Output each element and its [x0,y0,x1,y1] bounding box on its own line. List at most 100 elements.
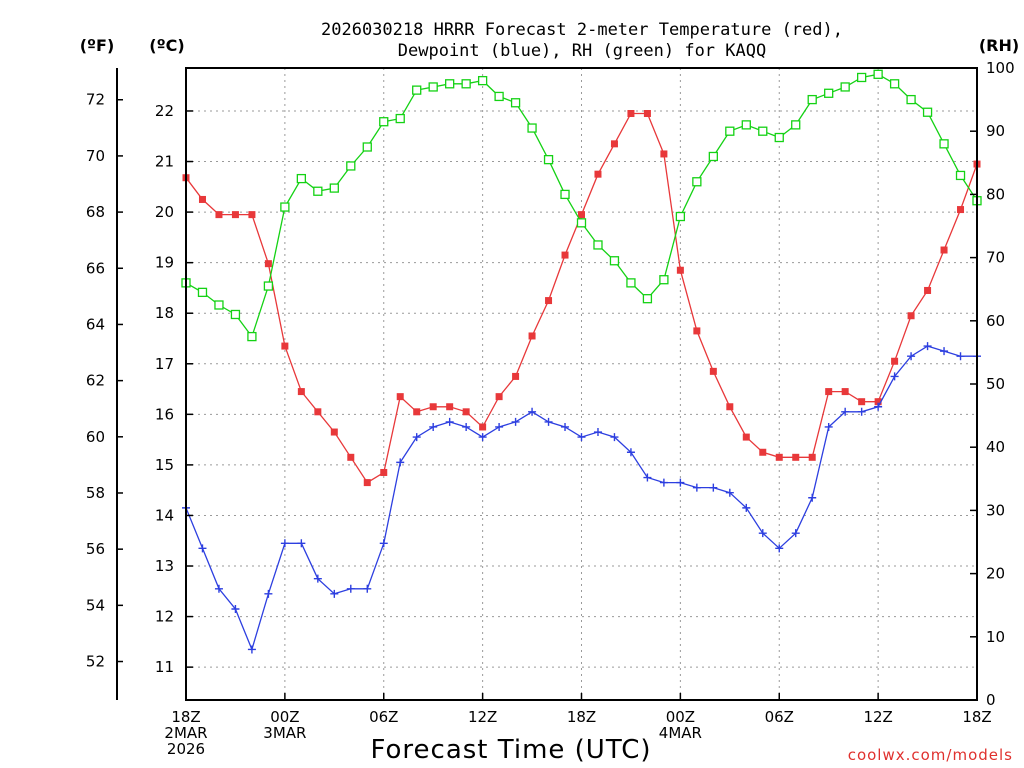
rh-point-47 [955,170,966,181]
dewpoint-point-14 [412,433,421,442]
fahrenheit-tick-label: 54 [86,596,105,614]
rh-point-11 [362,142,372,152]
gridlines [186,68,977,700]
rh-tick-label: 10 [986,628,1005,646]
time-tick-label: 00Z [270,708,299,726]
dewpoint-point-16 [445,417,454,426]
dewpoint-point-10 [346,584,355,593]
temperature-point-42 [874,398,882,406]
dewpoint-point-40 [841,407,850,416]
temperature-point-29 [660,150,668,158]
dewpoint-point-44 [907,352,916,361]
dewpoint-point-15 [429,422,438,431]
temperature-point-26 [610,140,618,148]
rh-point-41 [856,72,867,83]
temperature-point-18 [479,423,487,431]
credit-text: coolwx.com/models [848,746,1013,764]
rh-tick-label: 0 [986,691,996,709]
dewpoint-point-2 [214,584,223,593]
dewpoint-point-30 [676,478,685,487]
rh-point-4 [247,331,257,342]
series-0 [182,110,981,487]
dewpoint-point-13 [396,458,405,467]
dewpoint-point-31 [692,483,701,492]
dewpoint-point-24 [577,433,586,442]
chart-title-line-2: Dewpoint (blue), RH (green) for KAQQ [398,41,766,61]
rh-point-26 [609,256,620,266]
dewpoint-point-9 [330,589,339,598]
dewpoint-point-43 [890,372,899,381]
rh-tick-label: 20 [986,565,1005,583]
rh-point-10 [346,161,356,171]
dewpoint-point-11 [363,584,372,593]
temperature-point-24 [578,211,585,219]
rh-point-28 [642,294,653,304]
temperature-point-33 [726,403,734,411]
rh-point-45 [922,107,933,117]
time-tick-label: 18Z [171,708,200,726]
rh-point-9 [329,183,339,193]
temperature-point-40 [841,388,849,396]
rh-point-32 [708,151,718,162]
rh-point-22 [543,154,554,165]
celsius-unit-label: (ºC) [149,36,184,55]
fahrenheit-tick-label: 70 [86,147,105,165]
temperature-point-11 [363,479,371,487]
temperature-point-9 [330,428,338,436]
rh-point-20 [510,98,521,108]
time-tick-label: 3MAR [263,724,306,742]
temperature-point-20 [512,372,520,380]
rh-point-6 [280,202,290,212]
dewpoint-point-25 [593,428,602,437]
rh-point-29 [659,275,669,285]
temperature-point-27 [627,110,635,118]
temperature-point-28 [643,110,651,118]
rh-point-33 [725,126,735,136]
rh-tick-label: 90 [986,122,1005,140]
dewpoint-point-45 [923,342,932,351]
rh-point-5 [263,281,274,291]
temperature-point-10 [347,453,355,461]
time-tick-label: 00Z [666,708,695,726]
rh-point-43 [889,79,900,89]
dewpoint-point-21 [528,407,537,416]
celsius-tick-label: 21 [155,153,174,171]
rh-point-46 [939,139,949,149]
dewpoint-point-19 [495,422,504,431]
dewpoint-point-41 [857,407,866,416]
dewpoint-point-34 [742,503,751,512]
rh-point-16 [445,79,455,89]
temperature-point-14 [413,408,421,416]
rh-point-34 [741,120,751,130]
temperature-point-17 [462,408,470,416]
temperature-point-35 [759,448,767,456]
time-tick-label: 18Z [567,708,596,726]
rh-point-17 [461,79,471,89]
dewpoint-point-8 [313,574,322,583]
temperature-point-8 [314,408,322,416]
rh-point-42 [873,69,883,79]
dewpoint-point-42 [874,402,883,411]
temperature-point-5 [264,260,272,268]
temperature-point-3 [231,211,239,219]
dewpoint-point-26 [610,433,619,442]
dewpoint-point-38 [808,493,817,502]
rh-point-36 [774,132,784,143]
y-axis-ticks: 11 12 13 14 15 16 17 18 19 20 21 22 52 54 56 58 60 62 64 66… [86,59,1015,709]
fahrenheit-tick-label: 72 [86,91,105,109]
celsius-tick-label: 12 [155,608,174,626]
time-tick-label: 12Z [863,708,892,726]
chart-title: 2026030218 HRRR Forecast 2-meter Tempera… [321,20,843,61]
dewpoint-point-29 [659,478,668,487]
rh-point-23 [560,189,570,200]
fahrenheit-tick-label: 64 [86,315,105,333]
dewpoint-point-17 [462,422,471,431]
chart-title-line-1: 2026030218 HRRR Forecast 2-meter Tempera… [321,20,843,40]
fahrenheit-unit-label: (ºF) [80,36,115,55]
temperature-point-37 [792,453,800,461]
x-axis-title: Forecast Time (UTC) [370,735,651,765]
temperature-point-34 [742,433,750,441]
temperature-point-4 [248,211,256,219]
